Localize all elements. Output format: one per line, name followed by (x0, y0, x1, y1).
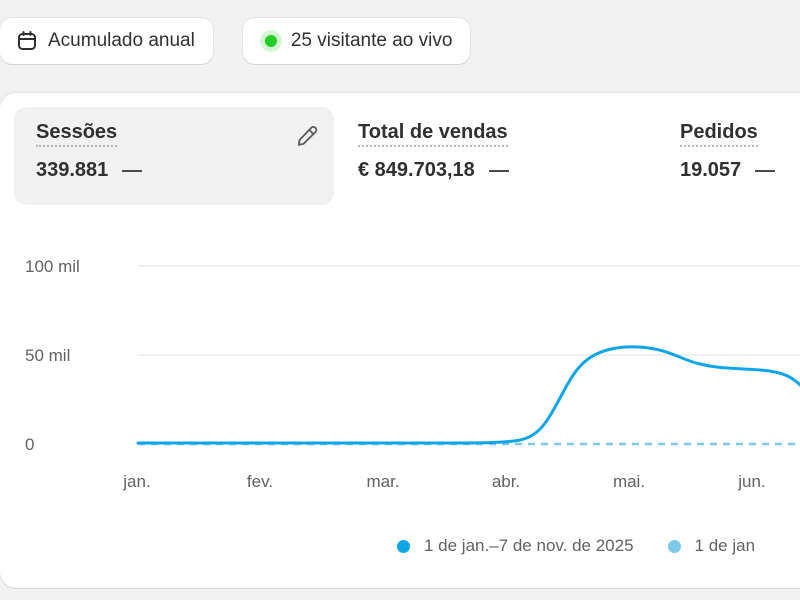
metric-value: 19.057 (680, 159, 742, 181)
metric-tab-total-sales[interactable]: Total de vendas € 849.703,18 (336, 107, 656, 205)
metric-label: Sessões (36, 121, 118, 147)
legend-dot-icon (397, 539, 410, 553)
metric-tabs: Sessões 339.881 Total de vendas € 849.70… (14, 107, 800, 205)
date-range-button[interactable]: Acumulado anual (0, 18, 213, 64)
metric-value-row: 339.881 (36, 159, 312, 182)
date-range-label: Acumulado anual (48, 30, 195, 51)
metric-label: Pedidos (680, 121, 758, 147)
metric-label: Total de vendas (358, 121, 508, 147)
metric-value: € 849.703,18 (358, 159, 475, 181)
no-change-indicator (122, 169, 143, 172)
calendar-icon (16, 30, 38, 52)
no-change-indicator (488, 169, 509, 172)
live-visitors-label: 25 visitante ao vivo (290, 30, 453, 51)
legend-label: 1 de jan (694, 536, 756, 555)
legend-item-comparison[interactable]: 1 de jan (667, 536, 756, 556)
metric-tab-sessions[interactable]: Sessões 339.881 (14, 107, 334, 205)
metric-value-row: 19.057 (680, 159, 800, 182)
live-indicator-icon (264, 35, 277, 47)
analytics-card: Sessões 339.881 Total de vendas € 849.70… (0, 93, 800, 588)
metric-tab-orders[interactable]: Pedidos 19.057 (658, 107, 800, 205)
legend-dot-icon (667, 539, 681, 553)
chart-legend: 1 de jan.–7 de nov. de 2025 1 de jan (397, 536, 755, 556)
metric-value-row: € 849.703,18 (358, 159, 634, 182)
legend-item-current[interactable]: 1 de jan.–7 de nov. de 2025 (397, 536, 634, 556)
no-change-indicator (755, 169, 776, 172)
legend-label: 1 de jan.–7 de nov. de 2025 (424, 536, 634, 555)
metric-value: 339.881 (36, 159, 109, 181)
toolbar: Acumulado anual 25 visitante ao vivo (0, 18, 471, 64)
pencil-icon[interactable] (294, 123, 320, 149)
live-visitors-button[interactable]: 25 visitante ao vivo (242, 18, 471, 64)
